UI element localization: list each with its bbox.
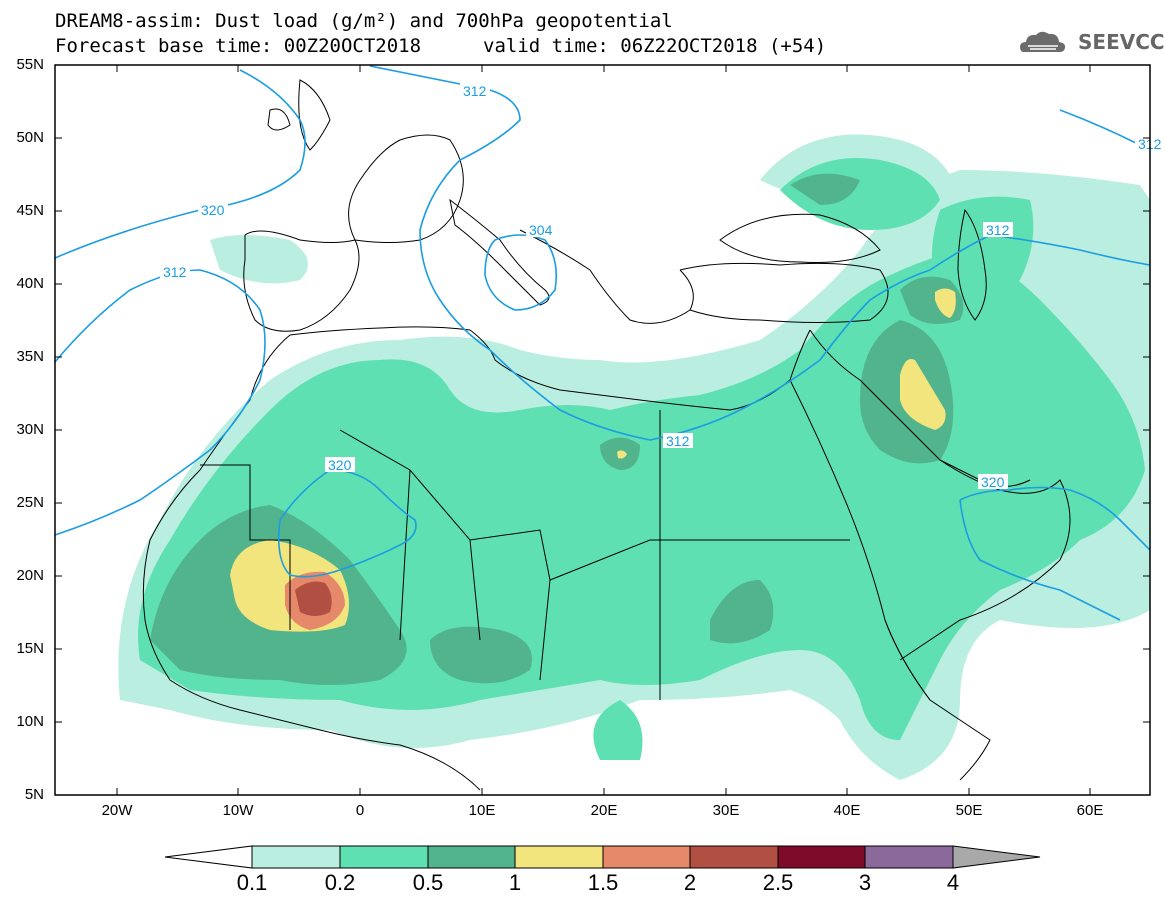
lon-label: 20E [590,802,618,819]
colorbar-segment [777,845,866,869]
geopotential-contours [55,65,1150,621]
colorbar-segment [339,845,429,869]
contour-label: 304 [529,222,553,238]
contour-label: 320 [981,474,1005,490]
colorbar-label: 2 [683,870,697,895]
colorbar-label: 3 [858,870,872,895]
lon-label: 10W [222,802,254,819]
lat-label: 30N [16,421,44,438]
lat-label: 5N [24,786,44,803]
colorbar-segment [689,845,779,869]
contour-label: 312 [463,83,487,99]
contour-label: 320 [328,457,352,473]
lat-label: 15N [16,640,44,657]
lon-label: 30E [712,802,740,819]
colorbar-label: 0.1 [236,870,268,895]
colorbar-segment [952,845,1041,869]
colorbar-label: 1.5 [587,870,619,895]
contour-label: 312 [163,264,187,280]
lat-label: 10N [16,713,44,730]
colorbar-segment [251,845,341,869]
colorbar [164,845,1041,869]
valid-time: valid time: 06Z22OCT2018 (+54) [483,35,827,57]
colorbar-label: 1 [508,870,522,895]
lon-label: 50E [955,802,983,819]
lon-label: 10E [468,802,496,819]
lat-label: 45N [16,202,44,219]
cloud-logo-icon [1020,31,1066,52]
lat-label: 40N [16,275,44,292]
lat-label: 25N [16,494,44,511]
contour-label: 320 [201,202,225,218]
lat-label: 50N [16,129,44,146]
colorbar-segment [164,845,253,869]
axis-ticks [55,64,1150,795]
colorbar-segment [864,845,954,869]
map-title: DREAM8-assim: Dust load (g/m²) and 700hP… [55,10,673,32]
dust-load-shading [118,134,1150,780]
colorbar-label: 2.5 [762,870,794,895]
lon-label: 0 [355,802,365,819]
contour-label: 312 [666,433,690,449]
logo-text: SEEVCCC [1078,30,1165,54]
lon-label: 40E [833,802,861,819]
forecast-base-time: Forecast base time: 00Z20OCT2018 [55,35,422,57]
contour-label: 312 [986,222,1010,238]
lat-label: 20N [16,567,44,584]
lat-label: 35N [16,348,44,365]
colorbar-label: 0.5 [412,870,444,895]
lat-label: 55N [16,56,44,73]
colorbar-segment [427,845,516,869]
colorbar-label: 4 [946,870,960,895]
colorbar-segment [514,845,604,869]
colorbar-label: 0.2 [324,870,356,895]
colorbar-segment [602,845,691,869]
lon-label: 20W [101,802,133,819]
contour-labels: 312 320 312 304 312 320 312 312 320 [160,83,1162,490]
lon-label: 60E [1076,802,1104,819]
